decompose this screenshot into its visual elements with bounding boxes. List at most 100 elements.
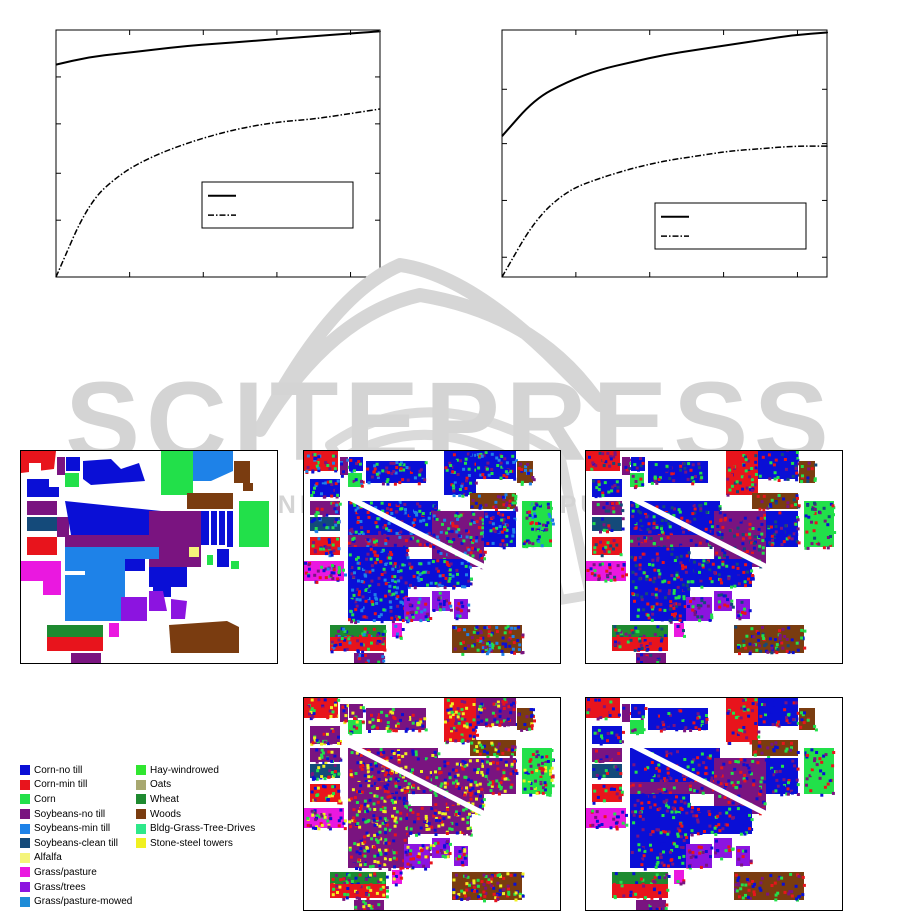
map-noise-pixel — [404, 508, 407, 512]
map-noise-pixel — [354, 478, 358, 482]
map-noise-pixel — [706, 604, 710, 608]
map-noise-pixel — [393, 526, 397, 530]
map-noise-pixel — [787, 781, 790, 785]
map-noise-pixel — [362, 633, 366, 637]
map-noise-pixel — [653, 803, 657, 807]
map-noise-pixel — [705, 539, 709, 543]
map-noise-pixel — [753, 893, 756, 897]
map-noise-pixel — [656, 661, 660, 663]
map-noise-pixel — [586, 711, 590, 715]
map-noise-pixel — [376, 751, 380, 755]
map-noise-pixel — [663, 765, 667, 768]
map-noise-pixel — [731, 847, 735, 851]
map-noise-pixel — [541, 791, 545, 795]
map-noise-pixel — [377, 615, 381, 618]
map-noise-pixel — [743, 824, 747, 828]
map-noise-pixel — [667, 595, 671, 599]
map-noise-pixel — [648, 563, 651, 566]
map-noise-pixel — [699, 471, 703, 475]
map-noise-pixel — [744, 533, 748, 537]
map-noise-pixel — [640, 801, 644, 805]
map-noise-pixel — [394, 782, 398, 786]
map-noise-pixel — [480, 531, 484, 535]
map-noise-pixel — [649, 902, 653, 906]
map-noise-pixel — [746, 570, 749, 574]
map-noise-pixel — [316, 712, 320, 716]
legend-item: Grass/pasture — [20, 865, 132, 880]
map-noise-pixel — [461, 738, 465, 742]
map-noise-pixel — [399, 773, 403, 777]
map-noise-pixel — [425, 846, 429, 850]
map-noise-pixel — [373, 464, 377, 468]
map-noise-pixel — [759, 780, 763, 784]
map-noise-pixel — [733, 481, 737, 485]
map-noise-pixel — [327, 538, 331, 542]
map-noise-pixel — [814, 521, 818, 525]
map-noise-pixel — [691, 608, 695, 612]
map-noise-pixel — [477, 767, 480, 771]
map-noise-pixel — [477, 544, 481, 548]
map-noise-pixel — [744, 831, 748, 835]
map-noise-pixel — [363, 630, 367, 634]
map-noise-pixel — [335, 634, 339, 638]
map-noise-pixel — [786, 792, 790, 796]
map-noise-pixel — [507, 748, 511, 752]
map-noise-pixel — [373, 854, 377, 858]
map-noise-pixel — [504, 760, 508, 764]
map-noise-pixel — [758, 507, 762, 511]
map-noise-pixel — [668, 798, 672, 802]
map-noise-pixel — [610, 467, 614, 471]
map-noise-pixel — [529, 782, 533, 785]
map-noise-pixel — [691, 768, 695, 772]
map-noise-pixel — [749, 488, 752, 492]
map-noise-pixel — [432, 514, 436, 518]
map-noise-pixel — [540, 531, 544, 534]
map-noise-pixel — [490, 741, 494, 745]
map-noise-pixel — [796, 527, 800, 531]
legend-swatch — [20, 882, 30, 893]
map-noise-pixel — [620, 884, 624, 888]
map-noise-pixel — [361, 615, 365, 619]
map-noise-pixel — [484, 886, 488, 890]
map-noise-pixel — [674, 810, 678, 814]
map-noise-pixel — [734, 888, 737, 891]
map-noise-pixel — [451, 484, 455, 488]
map-noise-pixel — [314, 527, 318, 530]
map-noise-pixel — [456, 607, 460, 611]
legend-swatch — [136, 765, 146, 776]
map-noise-pixel — [333, 701, 337, 705]
map-noise-pixel — [383, 799, 387, 803]
map-noise-pixel — [614, 821, 618, 825]
map-noise-pixel — [350, 527, 354, 531]
map-noise-pixel — [353, 503, 357, 507]
map-noise-pixel — [363, 615, 367, 619]
map-noise-pixel — [597, 488, 601, 492]
map-noise-pixel — [523, 723, 527, 726]
map-noise-pixel — [512, 699, 515, 703]
map-noise-pixel — [649, 907, 653, 910]
map-noise-pixel — [499, 785, 503, 789]
map-noise-pixel — [320, 755, 324, 759]
map-noise-pixel — [725, 564, 729, 568]
map-noise-pixel — [684, 565, 687, 569]
map-noise-pixel — [409, 611, 413, 614]
map-noise-pixel — [533, 719, 536, 723]
legend-item: Soybeans-clean till — [20, 836, 132, 851]
map-noise-pixel — [450, 490, 454, 494]
map-noise-pixel — [429, 581, 433, 585]
map-noise-pixel — [711, 771, 715, 775]
map-noise-pixel — [747, 766, 751, 770]
map-region — [57, 457, 65, 475]
map-noise-pixel — [505, 501, 509, 505]
map-noise-pixel — [479, 743, 483, 747]
map-noise-pixel — [338, 885, 342, 889]
map-noise-pixel — [646, 886, 650, 890]
map-noise-pixel — [609, 826, 613, 830]
map-noise-pixel — [806, 718, 810, 722]
map-noise-pixel — [313, 486, 316, 490]
map-noise-pixel — [511, 635, 515, 638]
map-noise-pixel — [399, 843, 403, 847]
map-noise-pixel — [407, 619, 411, 623]
map-noise-pixel — [539, 519, 543, 523]
map-noise-pixel — [501, 751, 505, 755]
